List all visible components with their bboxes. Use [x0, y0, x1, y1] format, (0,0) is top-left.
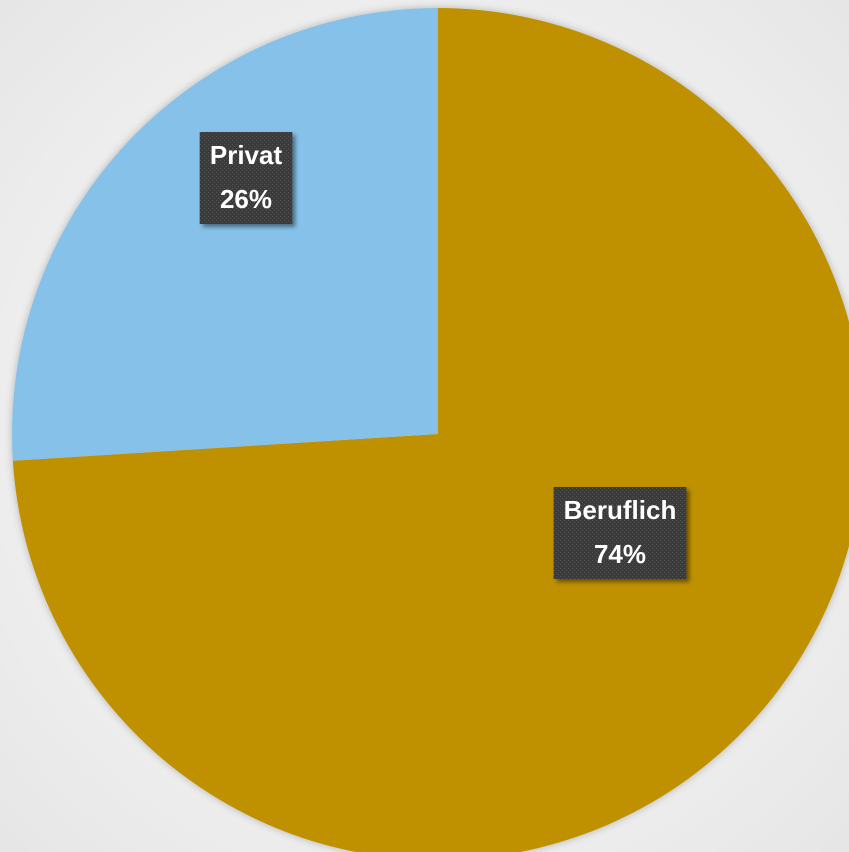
data-label: Privat 26%: [199, 132, 293, 224]
labels: Beruflich 74% Privat 26%: [199, 132, 687, 579]
pie-slice: [11, 8, 438, 461]
pie: [11, 8, 849, 852]
data-label: Beruflich 74%: [553, 487, 687, 579]
label-value: 74%: [594, 539, 646, 569]
pie-slice: [12, 8, 849, 852]
label-box: [199, 132, 293, 224]
label-value: 26%: [220, 184, 272, 214]
label-box: [553, 487, 687, 579]
label-category: Privat: [210, 140, 283, 170]
label-category: Beruflich: [564, 495, 677, 525]
